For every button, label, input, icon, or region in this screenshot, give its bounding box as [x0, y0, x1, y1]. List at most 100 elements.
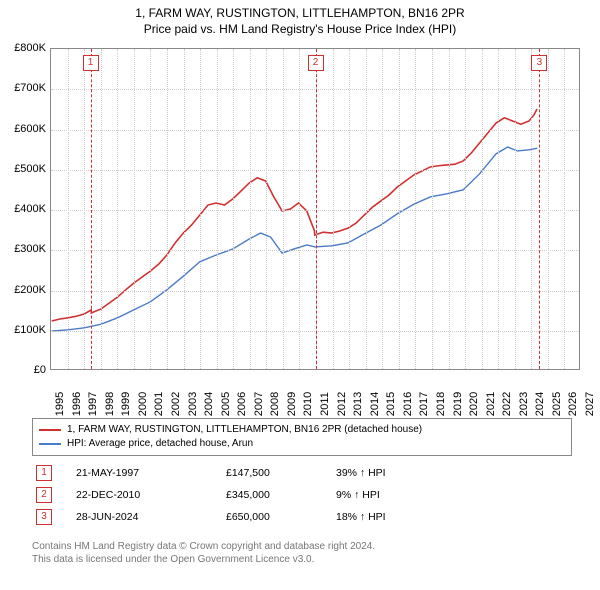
x-tick-label: 2001: [153, 392, 165, 416]
gridline-v: [283, 49, 284, 369]
legend-swatch: [39, 429, 61, 431]
x-tick-label: 2026: [567, 392, 579, 416]
x-tick-label: 2008: [269, 392, 281, 416]
y-tick-label: £300K: [2, 243, 46, 255]
x-tick-label: 2009: [286, 392, 298, 416]
legend-row: HPI: Average price, detached house, Arun: [39, 437, 565, 451]
gridline-v: [134, 49, 135, 369]
legend-row: 1, FARM WAY, RUSTINGTON, LITTLEHAMPTON, …: [39, 423, 565, 437]
transaction-price: £650,000: [226, 511, 336, 523]
x-tick-label: 2024: [534, 392, 546, 416]
gridline-v: [333, 49, 334, 369]
x-tick-label: 1995: [54, 392, 66, 416]
transaction-hpi-diff: 18% ↑ HPI: [336, 511, 446, 523]
x-tick-label: 2027: [584, 392, 596, 416]
x-tick-label: 1999: [120, 392, 132, 416]
x-tick-label: 2004: [203, 392, 215, 416]
marker-number-box: 3: [531, 55, 547, 71]
gridline-v: [382, 49, 383, 369]
gridline-v: [415, 49, 416, 369]
y-tick-label: £0: [2, 364, 46, 376]
x-tick-label: 2025: [551, 392, 563, 416]
transaction-price: £147,500: [226, 467, 336, 479]
legend-swatch: [39, 443, 61, 445]
gridline-v: [250, 49, 251, 369]
x-tick-label: 1997: [87, 392, 99, 416]
gridline-v: [548, 49, 549, 369]
x-tick-label: 2000: [137, 392, 149, 416]
footer-line1: Contains HM Land Registry data © Crown c…: [32, 540, 375, 553]
x-tick-label: 2012: [336, 392, 348, 416]
x-tick-label: 2021: [485, 392, 497, 416]
gridline-v: [449, 49, 450, 369]
x-tick-label: 2016: [402, 392, 414, 416]
marker-line: [316, 49, 317, 369]
gridline-v: [498, 49, 499, 369]
y-tick-label: £500K: [2, 163, 46, 175]
chart-title-line1: 1, FARM WAY, RUSTINGTON, LITTLEHAMPTON, …: [0, 0, 600, 22]
x-tick-label: 2018: [435, 392, 447, 416]
gridline-v: [465, 49, 466, 369]
x-tick-label: 2002: [170, 392, 182, 416]
y-tick-label: £100K: [2, 324, 46, 336]
x-tick-label: 2017: [418, 392, 430, 416]
gridline-v: [432, 49, 433, 369]
transactions-table: 121-MAY-1997£147,50039% ↑ HPI222-DEC-201…: [36, 462, 446, 528]
gridline-v: [266, 49, 267, 369]
transaction-price: £345,000: [226, 489, 336, 501]
x-tick-label: 2006: [236, 392, 248, 416]
marker-line: [539, 49, 540, 369]
gridline-v: [150, 49, 151, 369]
x-tick-label: 2013: [352, 392, 364, 416]
transaction-date: 22-DEC-2010: [76, 489, 226, 501]
gridline-v: [366, 49, 367, 369]
transaction-hpi-diff: 39% ↑ HPI: [336, 467, 446, 479]
gridline-v: [515, 49, 516, 369]
chart-title-line2: Price paid vs. HM Land Registry's House …: [0, 22, 600, 40]
transaction-row: 2 22-DEC-2010£345,0009% ↑ HPI: [36, 484, 446, 506]
gridline-v: [217, 49, 218, 369]
marker-number-box: 1: [83, 55, 99, 71]
gridline-v: [200, 49, 201, 369]
gridline-v: [399, 49, 400, 369]
transaction-date: 28-JUN-2024: [76, 511, 226, 523]
gridline-v: [233, 49, 234, 369]
x-tick-label: 2022: [501, 392, 513, 416]
gridline-v: [184, 49, 185, 369]
gridline-v: [349, 49, 350, 369]
x-tick-label: 1996: [71, 392, 83, 416]
x-tick-label: 2014: [369, 392, 381, 416]
plot-area: 1 2 3: [50, 48, 580, 370]
transaction-marker-number: 2: [36, 487, 52, 503]
x-tick-label: 2007: [253, 392, 265, 416]
x-tick-label: 2010: [302, 392, 314, 416]
marker-line: [91, 49, 92, 369]
transaction-marker-number: 1: [36, 465, 52, 481]
gridline-v: [117, 49, 118, 369]
gridline-v: [531, 49, 532, 369]
gridline-v: [101, 49, 102, 369]
x-tick-label: 2011: [319, 392, 331, 416]
gridline-v: [68, 49, 69, 369]
y-tick-label: £400K: [2, 203, 46, 215]
y-tick-label: £700K: [2, 82, 46, 94]
gridline-v: [299, 49, 300, 369]
footer-line2: This data is licensed under the Open Gov…: [32, 553, 375, 566]
transaction-date: 21-MAY-1997: [76, 467, 226, 479]
y-tick-label: £800K: [2, 42, 46, 54]
gridline-v: [167, 49, 168, 369]
gridline-v: [482, 49, 483, 369]
transaction-marker-number: 3: [36, 509, 52, 525]
transaction-hpi-diff: 9% ↑ HPI: [336, 489, 446, 501]
x-tick-label: 2020: [468, 392, 480, 416]
footer-attribution: Contains HM Land Registry data © Crown c…: [32, 540, 375, 566]
marker-number-box: 2: [308, 55, 324, 71]
chart-container: 1, FARM WAY, RUSTINGTON, LITTLEHAMPTON, …: [0, 0, 600, 590]
x-tick-label: 2003: [187, 392, 199, 416]
x-tick-label: 2019: [452, 392, 464, 416]
gridline-v: [564, 49, 565, 369]
transaction-row: 3 28-JUN-2024£650,00018% ↑ HPI: [36, 506, 446, 528]
y-tick-label: £600K: [2, 123, 46, 135]
x-tick-label: 2023: [518, 392, 530, 416]
legend-box: 1, FARM WAY, RUSTINGTON, LITTLEHAMPTON, …: [32, 418, 572, 456]
